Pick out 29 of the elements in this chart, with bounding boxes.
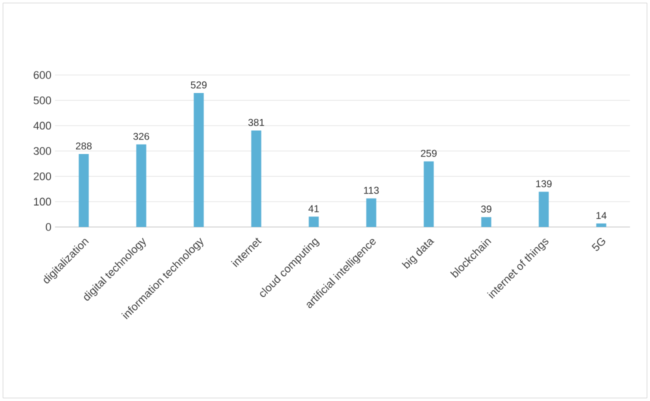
x-tick-label: 5G (592, 238, 606, 251)
data-label: 326 (133, 132, 150, 140)
x-tick-label: big data (402, 239, 434, 269)
data-label: 139 (536, 180, 552, 188)
data-label: 259 (420, 150, 437, 157)
bar (136, 144, 146, 227)
bar (481, 217, 492, 227)
bar (308, 216, 319, 227)
data-label: 113 (364, 186, 379, 194)
data-label: 14 (596, 212, 607, 219)
y-tick-label: 300 (34, 147, 52, 155)
y-tick-label: 500 (34, 96, 52, 104)
bar (78, 154, 89, 227)
data-label: 529 (190, 81, 207, 88)
data-label: 41 (308, 205, 319, 212)
bar (538, 192, 549, 227)
y-tick-label: 100 (34, 198, 52, 206)
y-tick-label: 200 (34, 172, 52, 180)
bar (596, 223, 606, 227)
bar (424, 161, 434, 227)
y-tick-label: 0 (46, 223, 52, 231)
data-label: 288 (76, 142, 92, 150)
data-label: 39 (481, 206, 492, 213)
bar (251, 130, 262, 227)
y-tick-label: 400 (33, 122, 52, 130)
y-tick-label: 600 (34, 71, 52, 79)
data-label: 381 (248, 118, 264, 126)
bar (366, 198, 376, 227)
bar (194, 92, 204, 227)
